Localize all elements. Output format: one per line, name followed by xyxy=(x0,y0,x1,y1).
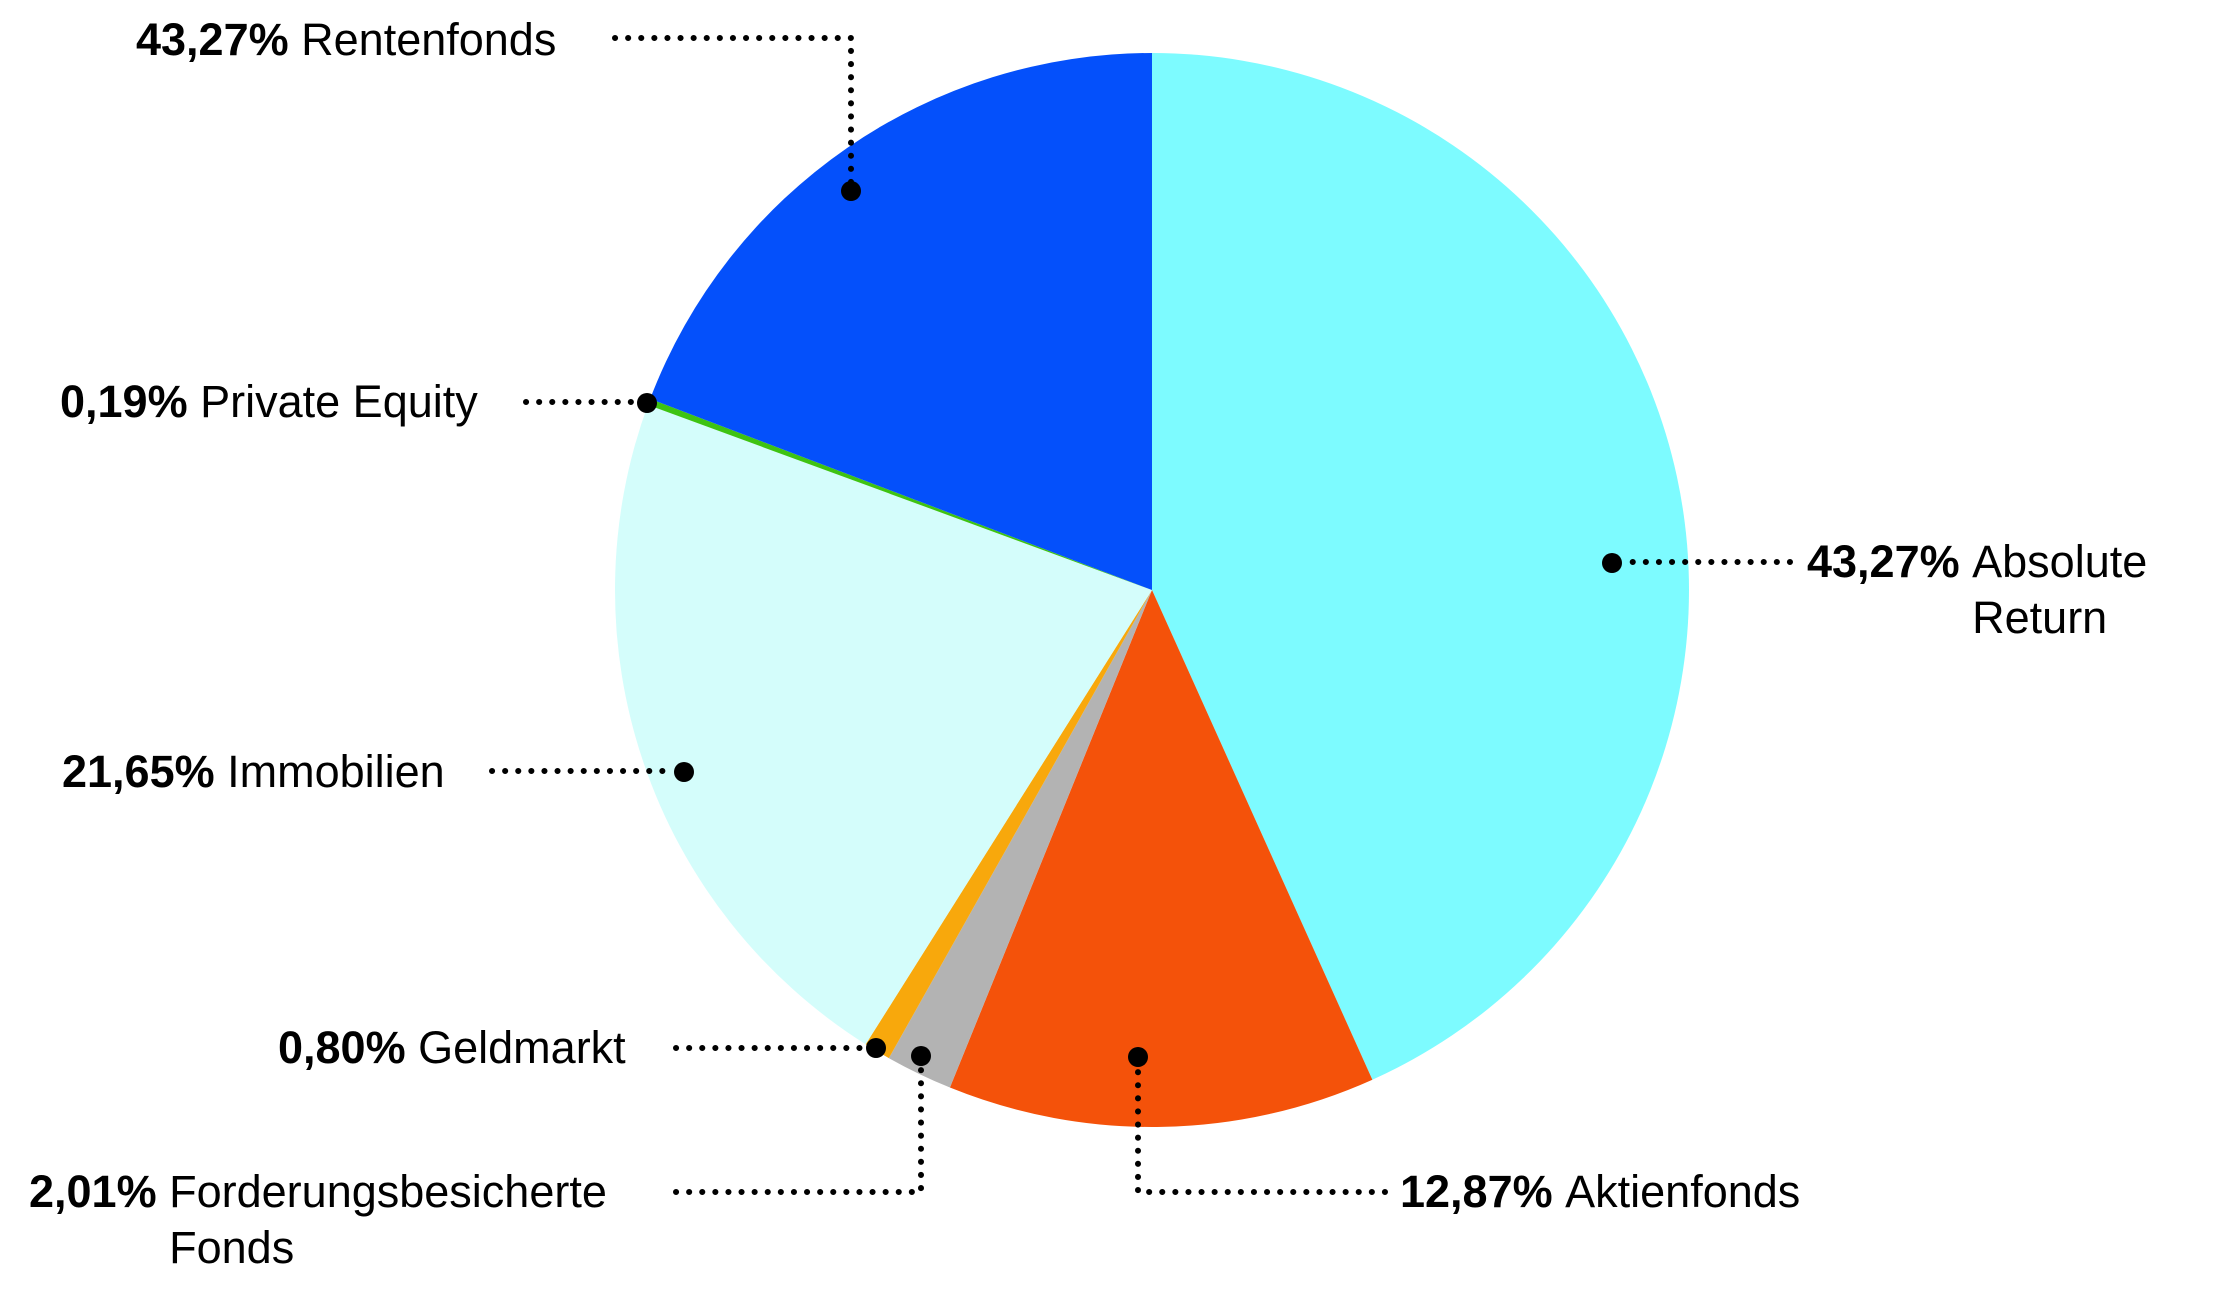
leader-immobilien xyxy=(489,762,694,782)
leader-rentenfonds xyxy=(612,35,861,201)
label-rentenfonds-value: 43,27% xyxy=(136,14,289,65)
label-forderungsbesicherte-fonds-name: Forderungsbesicherte Fonds xyxy=(169,1166,607,1273)
label-private-equity-value: 0,19% xyxy=(60,376,188,427)
leader-dot-rentenfonds xyxy=(841,181,861,201)
label-immobilien-value: 21,65% xyxy=(62,746,215,797)
leader-dot-geldmarkt xyxy=(866,1038,886,1058)
label-private-equity: 0,19% Private Equity xyxy=(60,374,478,430)
pie-slice-immobilien xyxy=(615,404,1152,1045)
label-absolute-return-name: Absolute Return xyxy=(1972,536,2148,643)
leader-dot-aktienfonds xyxy=(1128,1047,1148,1067)
pie-slice-geldmarkt xyxy=(865,590,1152,1059)
pie-slice-aktienfonds xyxy=(949,590,1373,1127)
label-aktienfonds-name: Aktienfonds xyxy=(1565,1166,1801,1217)
label-absolute-return-value: 43,27% xyxy=(1807,536,1960,587)
label-rentenfonds: 43,27% Rentenfonds xyxy=(136,12,556,68)
label-geldmarkt-value: 0,80% xyxy=(278,1022,406,1073)
pie-slice-rentenfonds xyxy=(650,53,1152,590)
label-forderungsbesicherte-fonds: 2,01% Forderungsbesicherte Fonds xyxy=(29,1164,607,1276)
leader-aktienfonds xyxy=(1128,1047,1388,1195)
label-immobilien-name: Immobilien xyxy=(227,746,445,797)
label-immobilien: 21,65% Immobilien xyxy=(62,744,445,800)
pie-slice-forderungsbesicherte-fonds xyxy=(888,590,1152,1088)
label-forderungsbesicherte-fonds-value: 2,01% xyxy=(29,1166,157,1217)
leader-dot-forderungsbesicherte-fonds xyxy=(911,1046,931,1066)
label-geldmarkt: 0,80% Geldmarkt xyxy=(278,1020,626,1076)
label-aktienfonds-value: 12,87% xyxy=(1400,1166,1553,1217)
pie-slice-absolute-return xyxy=(1152,53,1689,1080)
leader-dot-private-equity xyxy=(637,393,657,413)
leader-geldmarkt xyxy=(673,1038,886,1058)
label-rentenfonds-name: Rentenfonds xyxy=(301,14,557,65)
pie-slice-private-equity xyxy=(647,398,1152,590)
label-geldmarkt-name: Geldmarkt xyxy=(418,1022,626,1073)
label-private-equity-name: Private Equity xyxy=(200,376,478,427)
leader-forderungsbesicherte-fonds xyxy=(673,1046,931,1195)
leader-private-equity xyxy=(523,393,657,413)
leader-dot-absolute-return xyxy=(1602,553,1622,573)
leader-absolute-return xyxy=(1602,553,1793,573)
leader-dot-immobilien xyxy=(674,762,694,782)
label-aktienfonds: 12,87% Aktienfonds xyxy=(1400,1164,1800,1220)
label-absolute-return: 43,27% Absolute Return xyxy=(1807,534,2147,646)
